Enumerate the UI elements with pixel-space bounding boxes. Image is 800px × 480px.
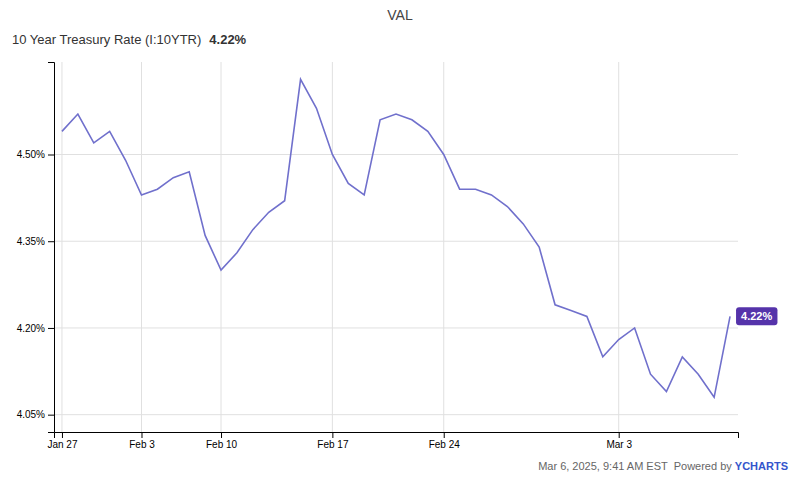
title-value: 4.22% — [209, 32, 246, 47]
subtitle: 10 Year Treasury Rate (I:10YTR) — [12, 32, 201, 47]
tick: Feb 17 — [317, 432, 349, 450]
end-label: 4.22% — [736, 307, 777, 325]
grid-line — [141, 62, 142, 432]
axis-line — [48, 63, 55, 433]
tick-label: Mar 3 — [606, 439, 632, 450]
tick-mark — [48, 241, 54, 242]
chart: VAL 10 Year Treasury Rate (I:10YTR) 4.22% 4… — [0, 0, 800, 480]
tick-label: Jan 27 — [47, 439, 77, 450]
tick: 4.50% — [17, 149, 54, 160]
grid-line — [54, 154, 738, 155]
tick-label: 4.50% — [17, 149, 45, 160]
tick-label: Feb 17 — [317, 439, 349, 450]
x-axis: Jan 27 Feb 3 Feb 10 Feb 17 Feb 24 Mar 3 — [47, 432, 738, 450]
tick-mark — [221, 432, 222, 438]
tick-mark — [62, 432, 63, 438]
y-axis: 4.05% 4.20% 4.35% 4.50% — [17, 63, 55, 433]
title: VAL — [387, 7, 413, 23]
tick: Jan 27 — [47, 432, 77, 450]
tick-label: 4.05% — [17, 409, 45, 420]
footer-brand: YCHARTS — [735, 460, 788, 472]
tick: 4.05% — [17, 409, 54, 420]
end-label-box — [736, 307, 777, 325]
grid-line — [618, 62, 619, 432]
marks — [62, 79, 730, 397]
tick: 4.20% — [17, 323, 54, 334]
tick: 4.35% — [17, 236, 54, 247]
tick-label: Feb 3 — [129, 439, 155, 450]
tick: Feb 3 — [129, 432, 155, 450]
grid — [54, 62, 738, 432]
grid-line — [54, 241, 738, 242]
tick-mark — [332, 432, 333, 438]
grid-line — [443, 62, 444, 432]
grid-line — [61, 62, 62, 432]
tick-mark — [48, 415, 54, 416]
tick-mark — [48, 155, 54, 156]
tick-label: 4.35% — [17, 236, 45, 247]
end-label-text: 4.22% — [741, 310, 772, 322]
tick: Feb 10 — [206, 432, 238, 450]
tick-label: 4.20% — [17, 323, 45, 334]
grid-line — [332, 62, 333, 432]
line — [62, 79, 730, 397]
grid-line — [221, 62, 222, 432]
grid-line — [54, 414, 738, 415]
tick: Mar 3 — [606, 432, 632, 450]
tick: Feb 24 — [429, 432, 461, 450]
plot: 4.05% 4.20% 4.35% 4.50% Jan 27 Feb 3 Feb 10 Feb… — [17, 62, 778, 450]
tick-label: Feb 24 — [429, 439, 461, 450]
axis-line — [55, 433, 739, 439]
tick-mark — [619, 432, 620, 438]
tick-mark — [48, 328, 54, 329]
tick-label: Feb 10 — [206, 439, 238, 450]
tick-mark — [141, 432, 142, 438]
tick-mark — [444, 432, 445, 438]
footer-text: Mar 6, 2025, 9:41 AM EST Powered by — [538, 460, 735, 472]
